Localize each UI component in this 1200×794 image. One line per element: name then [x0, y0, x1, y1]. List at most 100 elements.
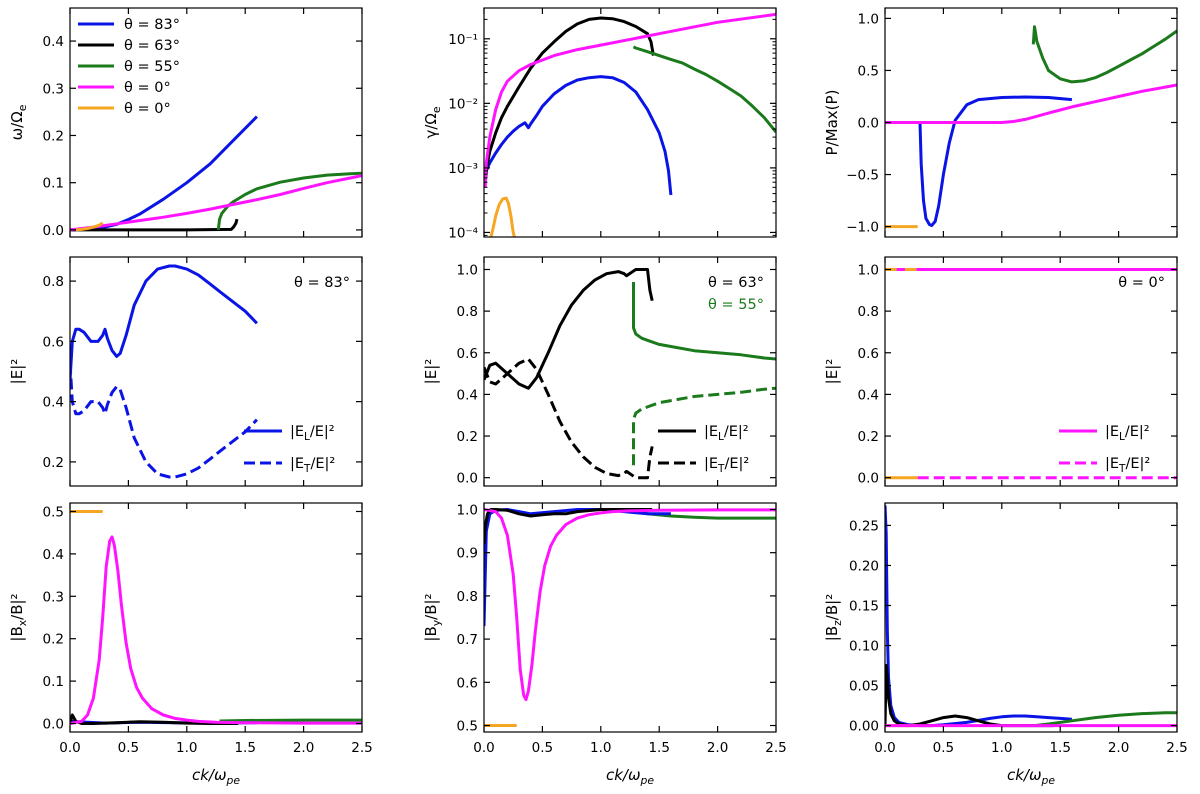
- y-axis-label: |E|²: [422, 359, 440, 385]
- series-group: [484, 268, 776, 480]
- series-line-0: [70, 264, 258, 381]
- panel-gamma: 10⁻⁴ 10⁻³ 10⁻² 10⁻¹ γ/Ωe: [422, 7, 777, 241]
- x-tick-label: 2.5: [765, 740, 786, 756]
- legend-label: |EL/E|²: [704, 424, 749, 443]
- panel-Bz: 0.00 0.05 0.10 0.15 0.20 0.25 0.0 0.5 1.0 1.5 2.0 2…: [823, 502, 1188, 787]
- x-tick-label: 2.0: [293, 740, 314, 756]
- series-line-2: [216, 171, 362, 231]
- plot-frame: [483, 256, 777, 487]
- series-group: [70, 264, 258, 479]
- series-group: [885, 25, 1177, 229]
- series-line-1: [219, 718, 362, 723]
- x-tick-label: 1.0: [176, 740, 197, 756]
- panel-By: 0.5 0.6 0.7 0.8 0.9 1.0 0.0 0.5 1.0 1.5 2.0 2.5 |By/…: [422, 502, 787, 787]
- y-tick-label: 0.3: [43, 81, 64, 97]
- panel-omega: 0.0 0.1 0.2 0.3 0.4 ω/Ωe θ = 83° θ = 63° θ = 55°…: [8, 7, 363, 239]
- series-line-1: [70, 362, 258, 479]
- panel-E_theta0: 0.00.20.40.60.81.0|E|²|EL/E|²|ET/E|²θ = …: [823, 256, 1178, 487]
- label-part: P/Max(P): [823, 90, 841, 156]
- label-part: |E|²: [8, 359, 26, 385]
- x-tick-label: 1.0: [590, 740, 611, 756]
- y-tick-label: 0.15: [849, 598, 879, 614]
- series-line-4: [489, 196, 516, 237]
- panel-polarization: −1.0 −0.5 0.0 0.5 1.0 P/Max(P): [823, 7, 1178, 238]
- y-tick-label: 0.5: [43, 504, 64, 520]
- plot-frame: [69, 502, 363, 733]
- legend-label: |EL/E|²: [290, 424, 335, 443]
- series-group: [484, 12, 776, 237]
- x-tick-label: 1.5: [648, 740, 669, 756]
- label-part: z: [831, 620, 844, 626]
- label-part: L: [304, 431, 310, 443]
- y-tick-label: 0.20: [849, 558, 879, 574]
- series-line-3: [484, 508, 653, 545]
- series-line-2: [885, 83, 1177, 124]
- label-part: T: [717, 463, 725, 475]
- y-tick-label: 0.0: [457, 471, 478, 487]
- y-tick-label: 0.6: [43, 334, 64, 350]
- y-tick-label: 0.0: [43, 223, 64, 239]
- x-tick-label: 1.0: [991, 740, 1012, 756]
- label-part: ω/Ω: [8, 111, 26, 140]
- label-part: L: [1119, 431, 1125, 443]
- label-part: |E: [704, 456, 718, 472]
- y-tick-label: −0.5: [846, 168, 879, 184]
- y-tick-label: 0.7: [457, 632, 478, 648]
- series-group: [70, 115, 362, 232]
- panel-E_theta63_55: 0.00.20.40.60.81.0|E|²|EL/E|²|ET/E|²θ = …: [422, 256, 777, 487]
- y-axis-label: ω/Ωe: [8, 104, 29, 140]
- y-tick-label: 10⁻²: [448, 96, 478, 112]
- label-part: |E: [290, 456, 304, 472]
- label-part: e: [430, 106, 443, 113]
- y-tick-label: 10⁻¹: [448, 32, 478, 48]
- y-tick-label: −1.0: [846, 220, 879, 236]
- y-tick-label: 0.3: [43, 589, 64, 605]
- y-tick-label: 0.2: [457, 429, 478, 445]
- series-line-3: [484, 12, 776, 188]
- y-tick-label: 0.6: [457, 675, 478, 691]
- y-tick-label: 0.4: [858, 387, 879, 403]
- annotation: θ = 83°: [294, 275, 350, 291]
- y-tick-label: 0.05: [849, 679, 879, 695]
- series-group: [885, 505, 1177, 728]
- y-axis-label: γ/Ωe: [422, 106, 443, 138]
- label-part: |B: [422, 626, 440, 641]
- y-tick-label: 0.2: [43, 455, 64, 471]
- label-part: |E: [290, 424, 304, 440]
- label-part: /B|²: [823, 594, 841, 620]
- x-tick-label: 1.5: [1049, 740, 1070, 756]
- label-part: |E: [1105, 424, 1119, 440]
- legend-label: θ = 0°: [124, 80, 171, 96]
- y-axis-label: |Bx/B|²: [8, 593, 29, 641]
- y-tick-label: 0.1: [43, 176, 64, 192]
- x-tick-label: 2.5: [351, 740, 372, 756]
- label-part: /B|²: [422, 593, 440, 619]
- x-tick-label: 0.5: [933, 740, 954, 756]
- y-axis-label: |E|²: [8, 359, 26, 385]
- y-tick-label: 0.10: [849, 639, 879, 655]
- series-group: [885, 268, 1177, 480]
- label-part: /E|²: [310, 424, 335, 440]
- series-line-0: [484, 268, 654, 390]
- y-tick-label: 1.0: [457, 502, 478, 518]
- y-tick-label: 0.5: [457, 719, 478, 735]
- legend-label: |ET/E|²: [290, 456, 335, 475]
- series-group: [70, 510, 362, 725]
- y-tick-label: 0.00: [849, 719, 879, 735]
- y-tick-label: 1.0: [457, 262, 478, 278]
- series-line-0: [70, 115, 258, 232]
- annotation: θ = 55°: [708, 297, 764, 313]
- label-part: γ/Ω: [422, 113, 440, 138]
- y-axis-label: |E|²: [823, 359, 841, 385]
- y-tick-label: 0.4: [43, 395, 64, 411]
- y-tick-label: 0.8: [858, 304, 879, 320]
- x-tick-label: 0.5: [118, 740, 139, 756]
- x-tick-label: 2.0: [707, 740, 728, 756]
- label-part: e: [16, 104, 29, 111]
- x-axis-label: ck/ωpe: [1007, 766, 1055, 787]
- label-part: pe: [640, 774, 655, 787]
- label-part: ck/ω: [1007, 766, 1042, 784]
- series-line-3: [70, 174, 362, 232]
- y-tick-label: 0.6: [858, 346, 879, 362]
- x-tick-label: 2.5: [1166, 740, 1187, 756]
